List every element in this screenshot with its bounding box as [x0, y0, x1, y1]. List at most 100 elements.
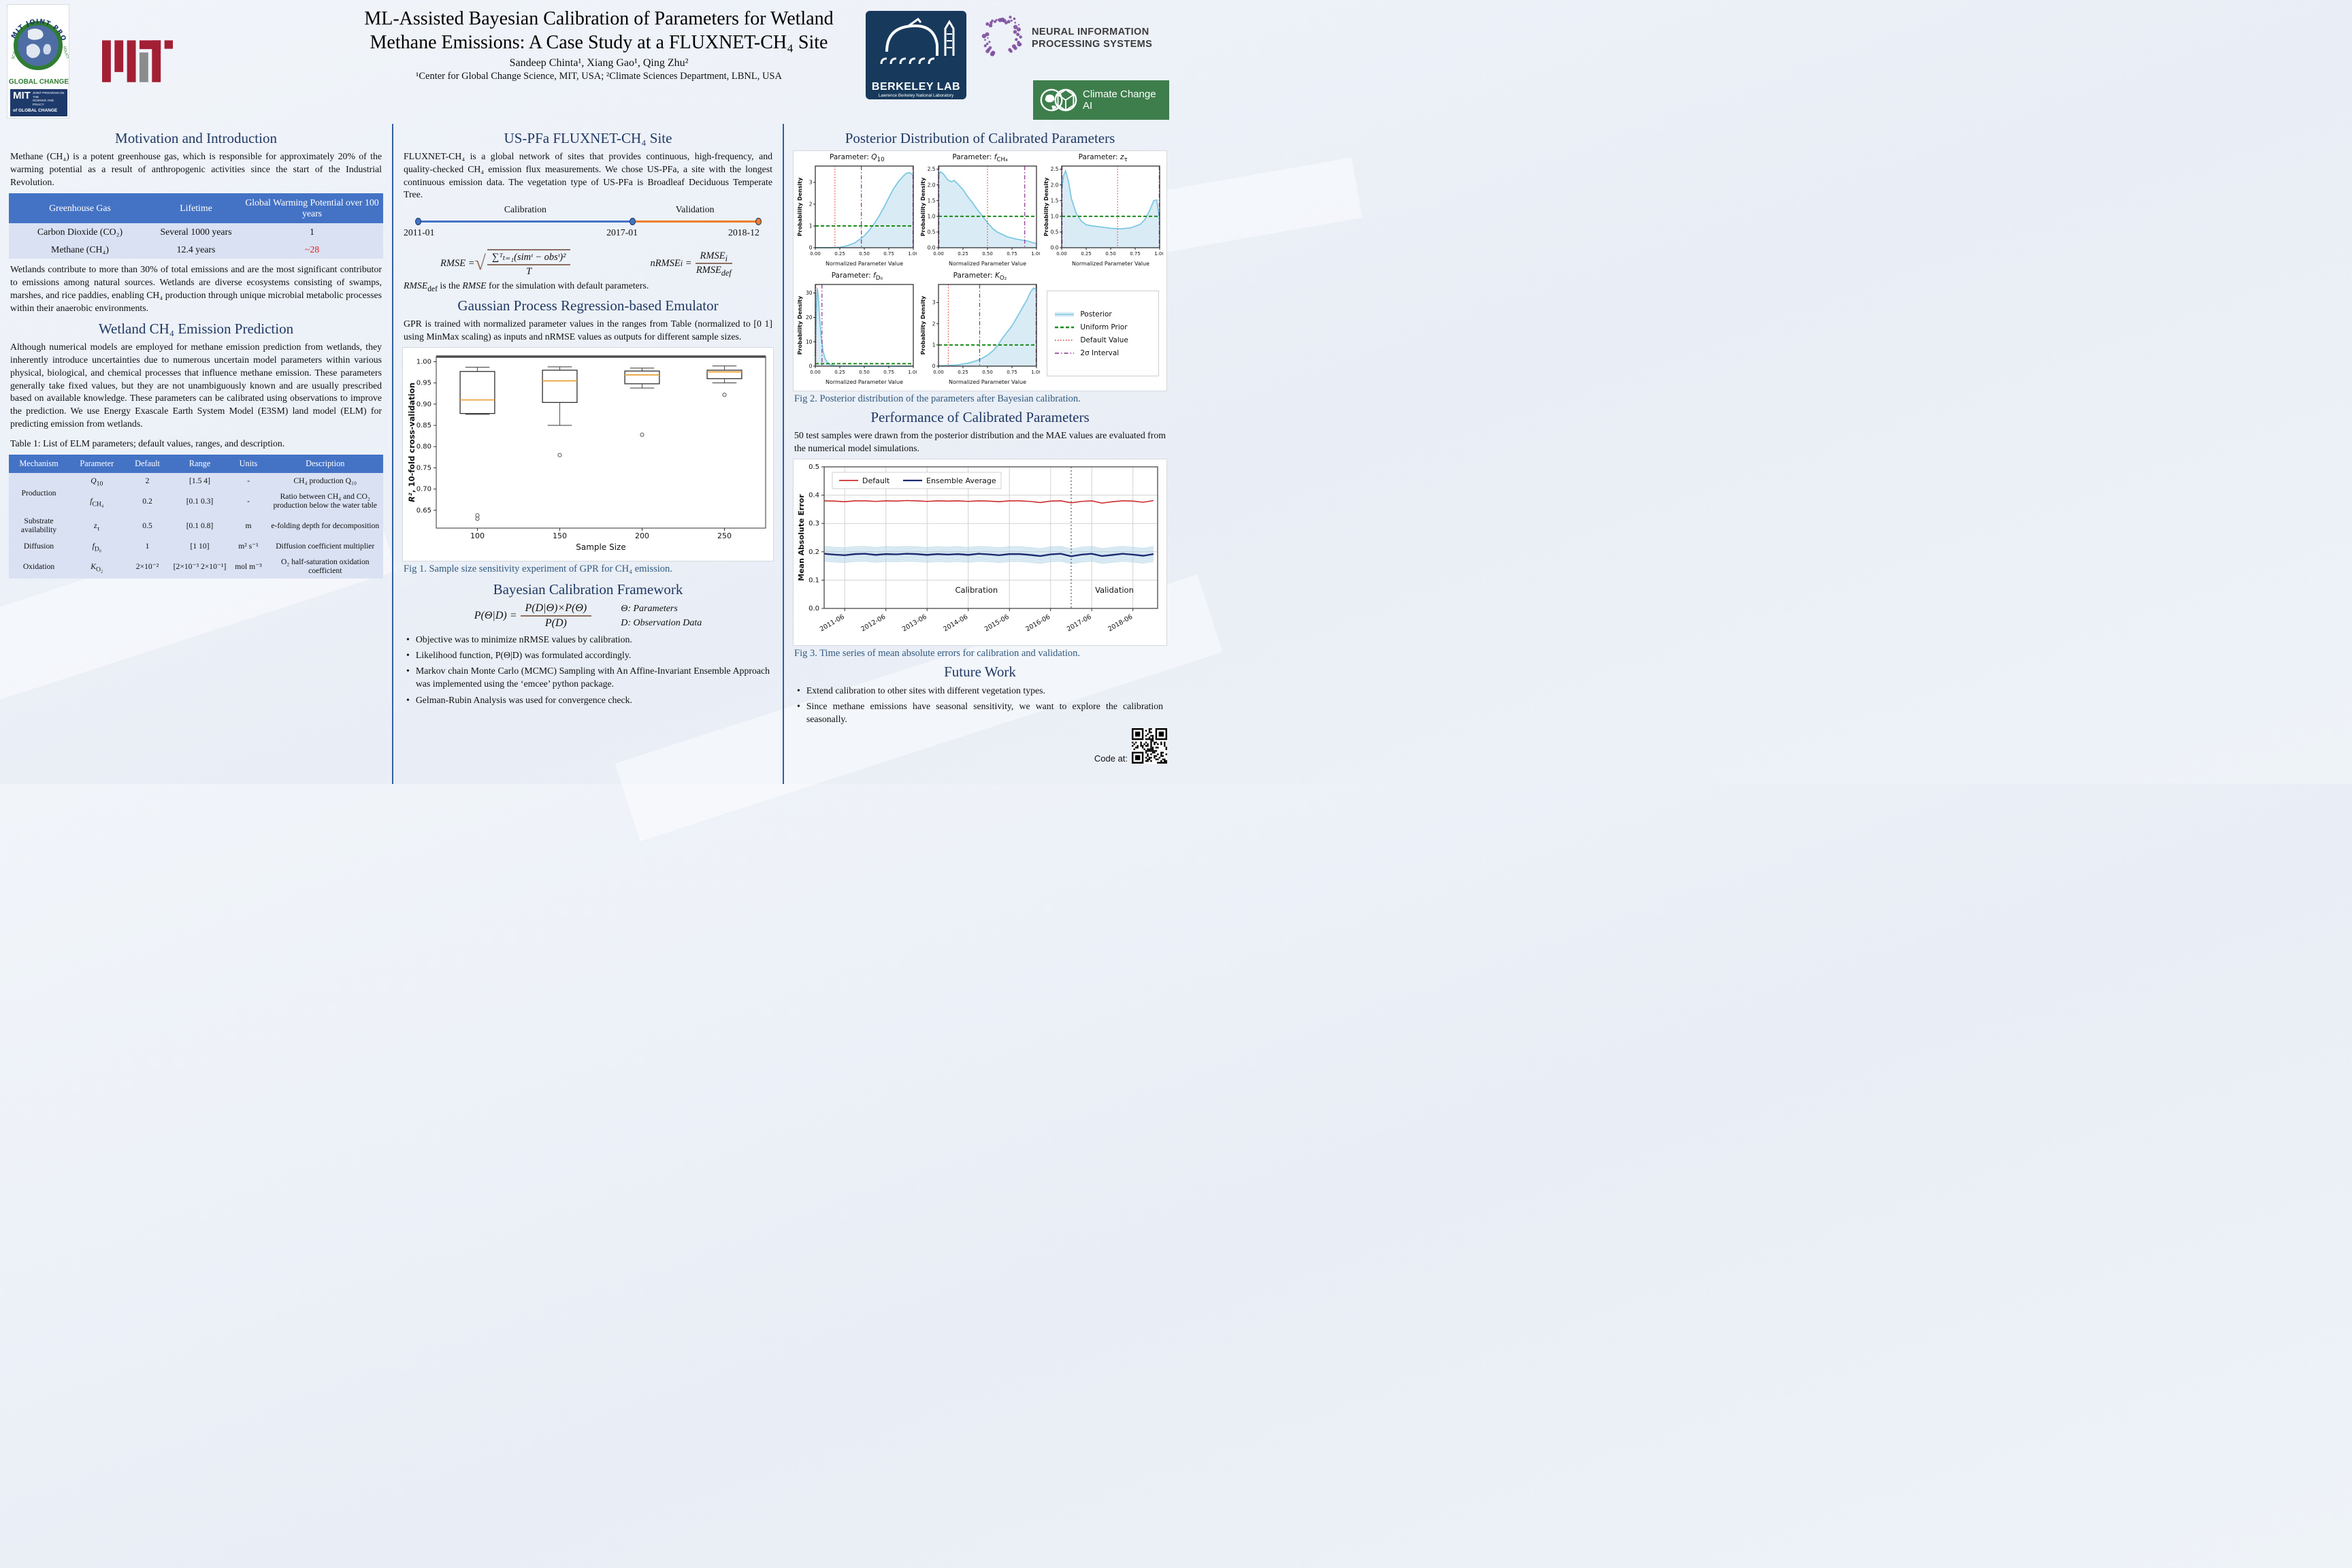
- elm-header-range: Range: [169, 455, 230, 474]
- svg-text:0.0: 0.0: [1050, 245, 1058, 251]
- jp-line1: JOINT PROGRAM ON THE: [32, 91, 65, 99]
- svg-text:0.95: 0.95: [416, 379, 431, 387]
- fig2-legend: Posterior Uniform Prior Default Value 2σ In…: [1047, 291, 1159, 376]
- section-bayesian-title: Bayesian Calibration Framework: [493, 581, 683, 598]
- svg-text:0.65: 0.65: [416, 506, 431, 514]
- svg-text:0.3: 0.3: [808, 520, 819, 527]
- timeline-end-date: 2018-12: [728, 227, 760, 238]
- svg-text:Probability Density: Probability Density: [797, 177, 803, 236]
- nrmse-den: RMSE: [696, 265, 721, 276]
- fig2-box: Parameter: Q1001230.000.250.500.751.00No…: [793, 150, 1167, 391]
- svg-text:0.25: 0.25: [1081, 251, 1092, 257]
- fig2-panel: Parameter: zτ 0.0 0.5 1.0 1.5 2.0 2.5 0.00 0.25 0…: [1041, 153, 1165, 270]
- jp-mit-label: MIT: [13, 90, 31, 101]
- ccai-name: Climate Change AI: [1082, 88, 1156, 112]
- svg-text:0.0: 0.0: [928, 245, 936, 251]
- svg-text:0.25: 0.25: [958, 370, 968, 375]
- svg-text:Calibration: Calibration: [956, 585, 998, 595]
- left-column: Motivation and Introduction Methane (CH₄…: [0, 124, 392, 784]
- svg-text:Mean Absolute Error: Mean Absolute Error: [797, 493, 806, 581]
- table-row: Carbon Dioxide (CO₂) Several 1000 years …: [9, 223, 383, 242]
- svg-text:0.90: 0.90: [416, 400, 431, 408]
- svg-text:1: 1: [932, 342, 936, 348]
- svg-text:0.75: 0.75: [884, 251, 895, 257]
- legend-swatch-icon: [1055, 312, 1075, 316]
- neurips-swirl-icon: [981, 16, 1022, 56]
- legend-item: Uniform Prior: [1054, 323, 1152, 331]
- berkeley-lab-name: BERKELEY LAB: [871, 81, 961, 93]
- timeline-validation-segment: [632, 220, 758, 223]
- elm-param-sub: τ: [97, 525, 100, 533]
- svg-text:2017-06: 2017-06: [1066, 613, 1093, 633]
- svg-text:Normalized Parameter Value: Normalized Parameter Value: [826, 379, 903, 385]
- svg-text:1.5: 1.5: [928, 197, 936, 203]
- timeline-calibration-label: Calibration: [504, 204, 546, 214]
- berkeley-lab-subtitle: Lawrence Berkeley National Laboratory: [878, 93, 954, 98]
- svg-text:0.00: 0.00: [933, 370, 944, 375]
- jp-policy-text: POLICY: [61, 46, 69, 60]
- svg-text:Probability Density: Probability Density: [920, 295, 926, 355]
- equals-sign: =: [509, 609, 517, 621]
- fig2-panel-plot: 0.0 0.5 1.0 1.5 2.0 2.5 0.00 0.25 0.50 0.75 1.00 No…: [1043, 165, 1164, 267]
- ghg-header-lifetime: Lifetime: [151, 193, 241, 224]
- bayes-denominator: P(D): [544, 617, 567, 629]
- equals-sign: =: [685, 257, 692, 269]
- fig2-caption: Fig 2. Posterior distribution of the par…: [794, 393, 1081, 404]
- svg-text:2016-06: 2016-06: [1024, 613, 1051, 633]
- ghg-header-gas: Greenhouse Gas: [9, 193, 151, 224]
- svg-text:1.00: 1.00: [416, 358, 431, 365]
- svg-text:Default: Default: [862, 476, 890, 485]
- bayes-formula-row: P(Θ|D) = P(D|Θ)×P(Θ) P(D) Θ: Parameters …: [402, 602, 774, 630]
- legend-swatch-icon: [1055, 352, 1075, 354]
- nrmse-den-sub: def: [721, 267, 732, 278]
- svg-text:0.70: 0.70: [416, 485, 431, 493]
- svg-text:2.0: 2.0: [1050, 182, 1058, 188]
- svg-text:0.0: 0.0: [808, 605, 819, 612]
- legend-item: 2σ Interval: [1054, 349, 1152, 357]
- futurework-bullets: • Extend calibration to other sites with …: [797, 684, 1163, 726]
- fig2-panel-plot: 0.0 0.5 1.0 1.5 2.0 2.5 0.00 0.25 0.50 0.75 1.00 No…: [920, 165, 1042, 267]
- svg-text:0.5: 0.5: [928, 229, 936, 235]
- legend-swatch-icon: [1055, 339, 1075, 341]
- svg-text:0.75: 0.75: [1007, 251, 1017, 257]
- elm-default: 2×10⁻²: [125, 554, 170, 579]
- code-at-label: Code at:: [1094, 753, 1128, 764]
- elm-units: m: [229, 513, 267, 538]
- radical-sign: √: [474, 252, 486, 274]
- greenhouse-gas-table: Greenhouse Gas Lifetime Global Warming P…: [9, 193, 383, 259]
- elm-default: 2: [125, 473, 170, 489]
- svg-text:Validation: Validation: [1095, 585, 1134, 595]
- table-row: Production Q10 2 [1.5 4] - CH₄ productio…: [9, 473, 383, 514]
- qr-code[interactable]: [1132, 728, 1167, 764]
- elm-description: O₂ half-saturation oxidation coefficient: [267, 554, 383, 579]
- svg-text:1.0: 1.0: [928, 213, 936, 219]
- elm-default: 1: [125, 538, 170, 555]
- svg-text:2018-06: 2018-06: [1107, 613, 1134, 633]
- svg-text:Normalized Parameter Value: Normalized Parameter Value: [949, 379, 1026, 385]
- nrmse-formula: nRMSE i = RMSEi RMSEdef: [650, 250, 732, 278]
- svg-text:10: 10: [806, 339, 813, 345]
- neurips-line2: PROCESSING SYSTEMS: [1032, 39, 1153, 50]
- svg-text:0.25: 0.25: [835, 370, 846, 375]
- berkeley-building-icon: [880, 17, 955, 65]
- nrmse-num: RMSE: [700, 250, 725, 261]
- elm-header-units: Units: [229, 455, 267, 474]
- rmse-lhs: RMSE: [440, 257, 466, 269]
- list-item: • Objective was to minimize nRMSE values …: [406, 634, 632, 644]
- rmse-denominator: T: [526, 266, 532, 277]
- svg-text:1.00: 1.00: [1154, 251, 1163, 257]
- neurips-logo: NEURAL INFORMATION PROCESSING SYSTEMS: [979, 7, 1173, 82]
- neurips-wordmark: NEURAL INFORMATION PROCESSING SYSTEMS: [1032, 26, 1152, 50]
- elm-units: -: [229, 489, 267, 514]
- fig2-posterior-panels: Parameter: Q1001230.000.250.500.751.00No…: [796, 153, 1164, 389]
- prediction-paragraph: Although numerical models are employed f…: [10, 342, 382, 429]
- motivation-paragraph: Methane (CH₄) is a potent greenhouse gas…: [10, 151, 382, 187]
- svg-text:0.5: 0.5: [808, 463, 819, 471]
- elm-units: mol m⁻³: [229, 554, 267, 579]
- elm-units: m² s⁻¹: [229, 538, 267, 555]
- bayesian-bullets: • Objective was to minimize nRMSE values …: [406, 633, 770, 707]
- middle-column: US-PFa FLUXNET-CH₄ Site FLUXNET-CH₄ is a…: [392, 124, 784, 784]
- jp-mit-box: MIT JOINT PROGRAM ON THE SCIENCE AND POL…: [10, 89, 67, 116]
- affiliations: ¹Center for Global Change Science, MIT, …: [416, 71, 782, 82]
- elm-param: f: [90, 496, 93, 506]
